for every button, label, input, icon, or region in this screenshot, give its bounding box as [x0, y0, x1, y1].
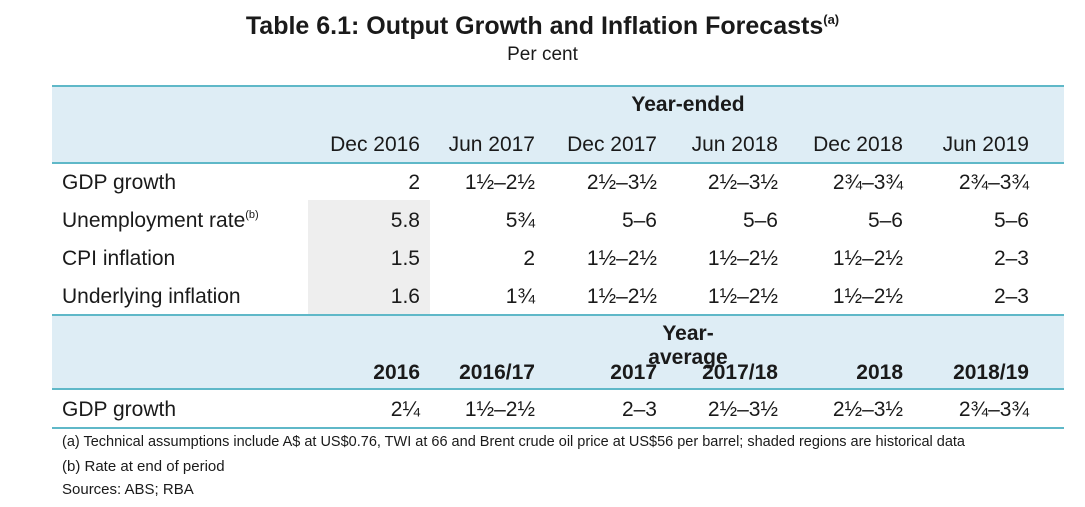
table-cell: 1¾	[505, 285, 535, 308]
table-cell: 1½–2½	[464, 398, 535, 421]
table-cell: 5–6	[742, 209, 778, 232]
col-header-dec-2016: Dec 2016	[330, 133, 420, 156]
table-cell: 5¾	[505, 209, 535, 232]
col-header-2016: 2016	[373, 361, 420, 384]
footnote-sources: Sources: ABS; RBA	[62, 481, 194, 498]
table-cell: 2¼	[390, 398, 420, 421]
table-cell: 2–3	[621, 398, 657, 421]
table-cell: 5–6	[993, 209, 1029, 232]
table-cell: 2½–3½	[707, 398, 778, 421]
title-note-marker: (a)	[823, 12, 840, 27]
table-cell: 5.8	[390, 209, 420, 232]
col-header-2017-18: 2017/18	[702, 361, 778, 384]
table-cell: 1½–2½	[832, 247, 903, 270]
table-cell: 2	[523, 247, 535, 270]
row-label-gdp-growth-average: GDP growth	[62, 398, 176, 421]
year-average-top-rule	[52, 314, 1064, 316]
table-cell: 2½–3½	[832, 398, 903, 421]
col-header-jun-2018: Jun 2018	[691, 133, 778, 156]
table-cell: 1.6	[390, 285, 420, 308]
row-label-cpi-inflation: CPI inflation	[62, 247, 176, 270]
col-header-jun-2019: Jun 2019	[942, 133, 1029, 156]
year-ended-header-band	[52, 86, 1064, 162]
table-cell: 1½–2½	[586, 247, 657, 270]
row-label-gdp-growth: GDP growth	[62, 171, 176, 194]
table-subtitle: Per cent	[507, 44, 578, 65]
col-header-dec-2017: Dec 2017	[567, 133, 657, 156]
table-cell: 1½–2½	[464, 171, 535, 194]
table-cell: 2–3	[993, 247, 1029, 270]
table-cell: 5–6	[867, 209, 903, 232]
col-header-jun-2017: Jun 2017	[448, 133, 535, 156]
historical-shading	[308, 200, 430, 314]
row-label-underlying-inflation: Underlying inflation	[62, 285, 241, 308]
table-cell: 2	[408, 171, 420, 194]
table-cell: 1½–2½	[586, 285, 657, 308]
year-ended-group-header: Year-ended	[631, 93, 745, 116]
col-header-2018: 2018	[856, 361, 903, 384]
table-cell: 1½–2½	[832, 285, 903, 308]
top-rule	[52, 85, 1064, 87]
footnote-b: (b) Rate at end of period	[62, 458, 225, 475]
footnote-a: (a) Technical assumptions include A$ at …	[62, 434, 965, 450]
table-cell: 1½–2½	[707, 285, 778, 308]
year-average-header-band	[52, 315, 1064, 389]
row-note-marker: (b)	[245, 209, 259, 221]
table-title: Table 6.1: Output Growth and Inflation F…	[245, 12, 840, 40]
table-cell: 2¾–3¾	[832, 171, 903, 194]
year-average-group-header: Year-average	[648, 322, 728, 369]
table-cell: 2½–3½	[707, 171, 778, 194]
bottom-rule	[52, 427, 1064, 429]
table-cell: 2¾–3¾	[958, 171, 1029, 194]
table-cell: 1½–2½	[707, 247, 778, 270]
col-header-2017: 2017	[610, 361, 657, 384]
year-average-header-rule	[52, 388, 1064, 390]
table-cell: 1.5	[390, 247, 420, 270]
row-label-unemployment-rate: Unemployment rate(b)	[62, 209, 259, 232]
table-cell: 2–3	[993, 285, 1029, 308]
table-cell: 2¾–3¾	[958, 398, 1029, 421]
table-cell: 2½–3½	[586, 171, 657, 194]
col-header-2016-17: 2016/17	[459, 361, 535, 384]
col-header-2018-19: 2018/19	[953, 361, 1029, 384]
col-header-dec-2018: Dec 2018	[813, 133, 903, 156]
table-cell: 5–6	[621, 209, 657, 232]
year-ended-header-rule	[52, 162, 1064, 164]
